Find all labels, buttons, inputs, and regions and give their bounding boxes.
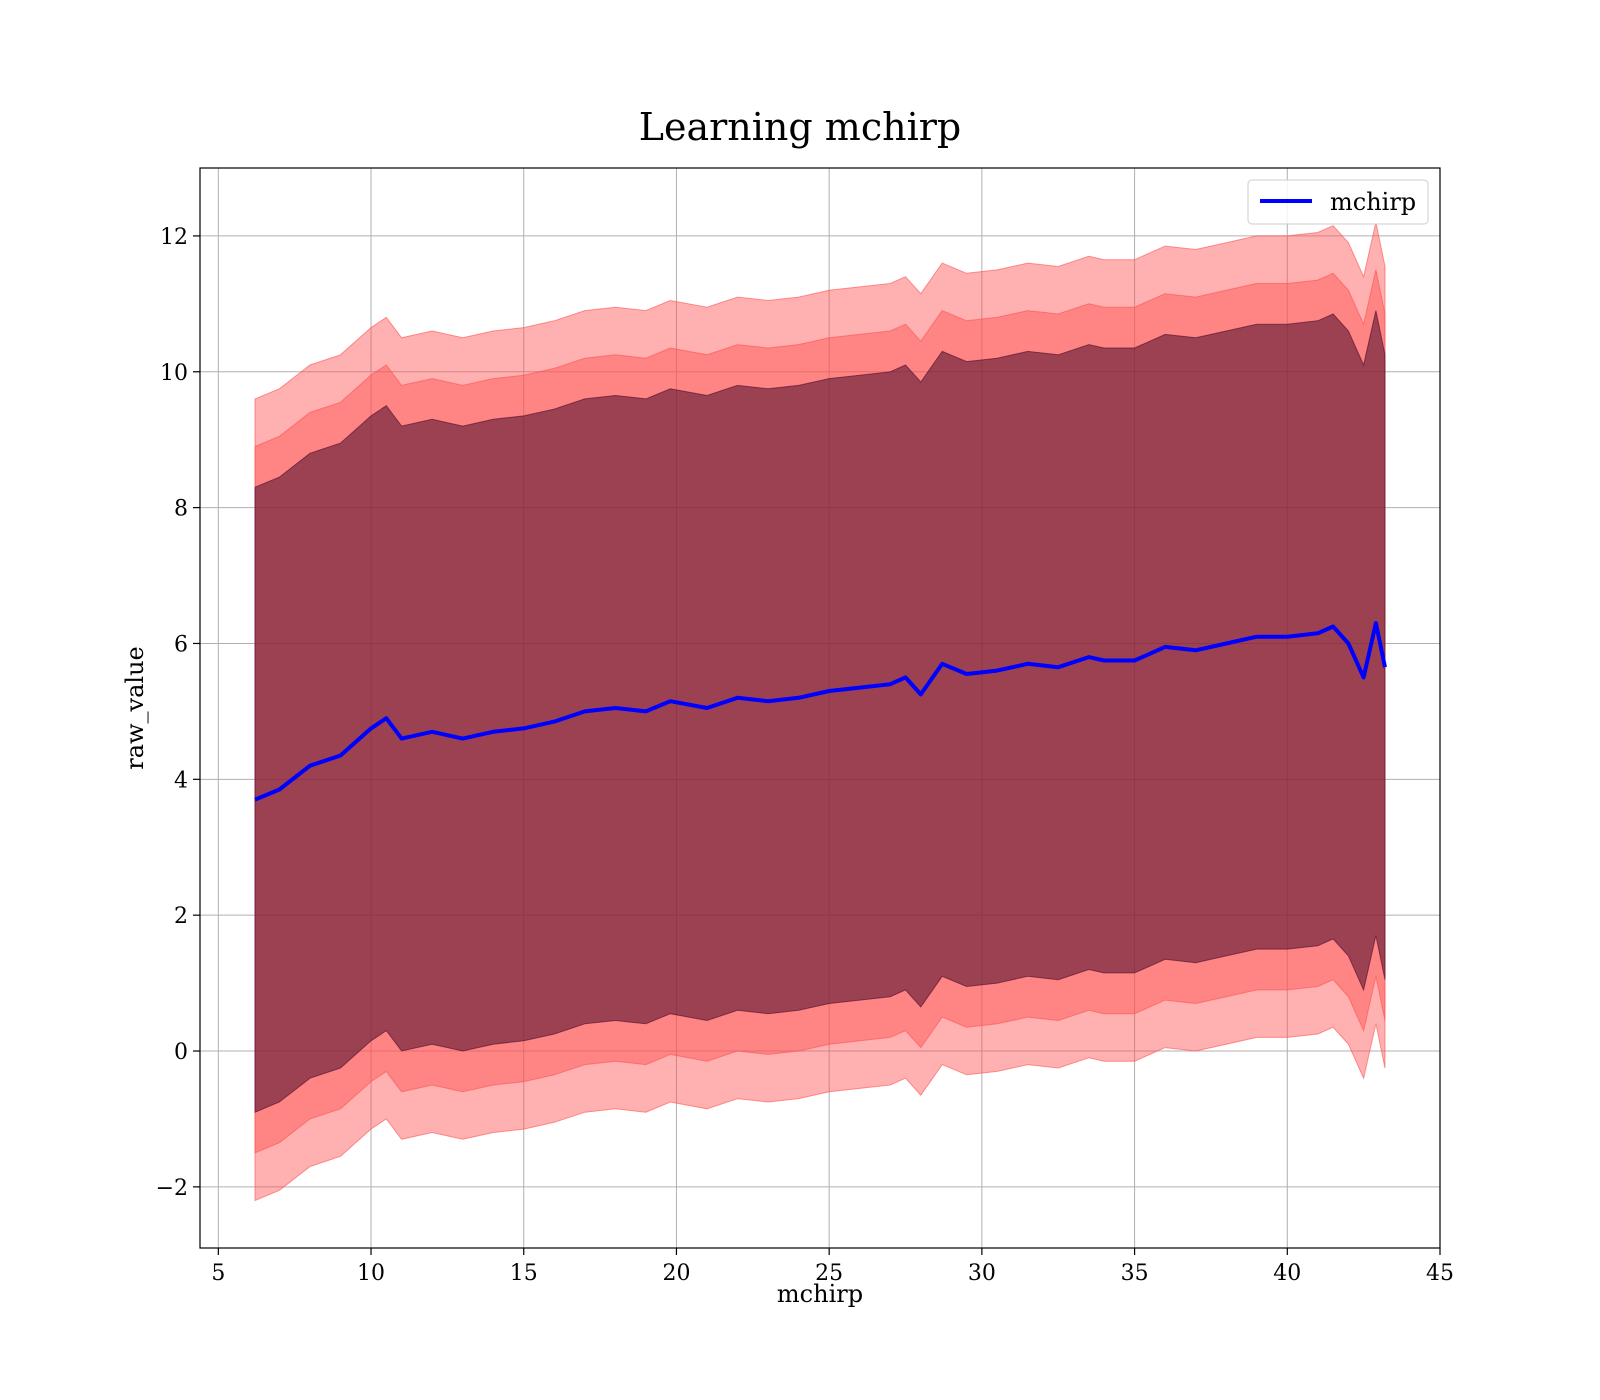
- chart-title: Learning mchirp: [639, 105, 961, 149]
- x-tick-label: 15: [510, 1261, 538, 1286]
- y-tick-label: −2: [156, 1176, 188, 1201]
- y-tick-label: 12: [160, 225, 188, 250]
- x-tick-label: 45: [1426, 1261, 1454, 1286]
- x-tick-label: 30: [968, 1261, 996, 1286]
- x-tick-label: 5: [211, 1261, 225, 1286]
- confidence-bands: [254, 222, 1386, 1202]
- series-line-mchirp: [254, 621, 1387, 802]
- x-tick-label: 10: [357, 1261, 385, 1286]
- legend-label-mchirp: mchirp: [1330, 188, 1416, 216]
- y-tick-label: 0: [174, 1040, 188, 1065]
- x-tick-label: 25: [815, 1261, 843, 1286]
- plot-frame: [199, 167, 1441, 1249]
- legend: mchirp: [1247, 179, 1429, 225]
- y-tick-label: 4: [174, 768, 188, 793]
- y-axis: −2 0 2 4 6 8 10 12: [156, 225, 200, 1201]
- x-tick-label: 35: [1121, 1261, 1149, 1286]
- x-tick-label: 20: [662, 1261, 690, 1286]
- y-tick-label: 6: [174, 632, 188, 657]
- confidence-band-3: [254, 310, 1386, 1113]
- legend-box: [1247, 179, 1429, 225]
- y-tick-label: 8: [174, 497, 188, 522]
- x-tick-label: 40: [1273, 1261, 1301, 1286]
- y-tick-label: 10: [160, 361, 188, 386]
- y-axis-label: raw_value: [121, 646, 149, 770]
- series-lines: [254, 621, 1387, 802]
- y-tick-label: 2: [174, 904, 188, 929]
- x-axis: 5 10 15 20 25 30 35 40 45: [211, 1248, 1454, 1286]
- x-axis-label: mchirp: [777, 1280, 863, 1308]
